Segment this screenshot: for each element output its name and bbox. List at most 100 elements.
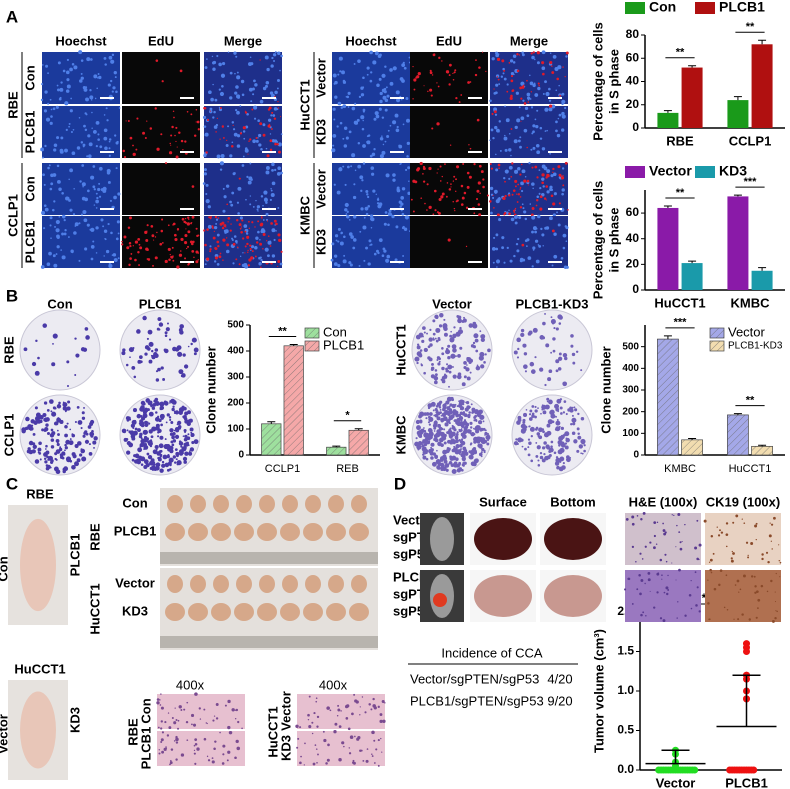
texture	[380, 737, 382, 740]
y-tick-label: 200	[622, 406, 639, 417]
texture	[531, 207, 535, 210]
texture	[368, 239, 372, 243]
liver	[544, 518, 602, 560]
texture	[151, 234, 155, 238]
colony	[570, 422, 573, 426]
texture	[778, 544, 780, 546]
texture	[671, 514, 673, 516]
colony	[428, 416, 434, 422]
texture	[370, 708, 373, 711]
colony	[537, 464, 541, 467]
texture	[681, 540, 683, 543]
texture	[527, 256, 532, 260]
texture	[250, 100, 253, 103]
texture	[107, 222, 110, 226]
colony	[50, 410, 53, 413]
texture	[528, 161, 531, 165]
colony	[534, 409, 538, 413]
texture	[675, 546, 677, 548]
texture	[255, 199, 257, 202]
texture	[521, 51, 524, 54]
error-bar	[733, 413, 742, 415]
colony	[148, 359, 153, 364]
texture	[770, 523, 774, 526]
texture	[205, 722, 208, 724]
colony	[425, 457, 429, 461]
texture	[340, 710, 342, 712]
texture	[428, 205, 432, 210]
texture	[519, 196, 522, 198]
texture	[85, 97, 90, 102]
texture	[58, 216, 61, 218]
ivis-signal	[433, 593, 447, 607]
texture	[262, 219, 265, 221]
texture	[192, 240, 195, 244]
colony	[415, 419, 420, 425]
texture	[395, 90, 400, 95]
texture	[95, 199, 99, 204]
colony	[478, 420, 483, 425]
texture	[247, 182, 250, 185]
colony	[569, 408, 574, 413]
texture	[449, 144, 452, 146]
texture	[236, 144, 241, 148]
texture	[258, 133, 262, 138]
texture	[505, 211, 509, 215]
colony	[556, 418, 559, 421]
texture	[277, 265, 279, 267]
colony	[448, 385, 450, 388]
colony	[431, 362, 434, 366]
colony	[452, 470, 455, 473]
texture	[477, 181, 481, 185]
texture	[453, 207, 456, 210]
texture	[696, 519, 699, 522]
texture	[383, 249, 387, 253]
texture	[89, 228, 92, 231]
texture	[636, 515, 639, 517]
colony	[521, 445, 524, 448]
texture	[182, 149, 184, 151]
colony	[477, 410, 480, 413]
label: RBE	[1, 336, 16, 364]
texture	[95, 252, 98, 254]
texture	[531, 182, 535, 186]
texture	[171, 125, 174, 129]
colony	[480, 451, 483, 454]
texture	[50, 108, 53, 111]
texture	[567, 209, 569, 211]
texture	[678, 531, 681, 534]
texture	[175, 126, 178, 129]
texture	[354, 735, 356, 738]
colony	[461, 456, 466, 461]
colony	[53, 466, 59, 472]
texture	[506, 246, 509, 250]
texture	[357, 141, 361, 145]
texture	[496, 128, 500, 133]
texture	[426, 209, 428, 211]
y-tick-label: 20	[626, 97, 640, 111]
colony	[543, 432, 550, 438]
texture	[191, 215, 195, 219]
texture	[460, 203, 464, 206]
colony	[537, 407, 539, 410]
colony	[566, 457, 571, 463]
texture	[197, 252, 200, 254]
texture	[526, 146, 528, 149]
texture	[208, 216, 211, 219]
texture	[353, 238, 357, 242]
texture	[719, 529, 721, 532]
texture	[673, 514, 675, 517]
texture	[279, 239, 281, 241]
texture	[344, 202, 349, 208]
texture	[262, 204, 264, 207]
texture	[352, 759, 355, 762]
texture	[480, 170, 484, 174]
tumor	[211, 523, 231, 541]
texture	[257, 137, 259, 139]
colony	[152, 463, 156, 466]
colony	[455, 443, 460, 449]
texture	[219, 91, 225, 97]
texture	[532, 146, 536, 150]
texture	[348, 752, 352, 755]
colony	[555, 327, 559, 331]
